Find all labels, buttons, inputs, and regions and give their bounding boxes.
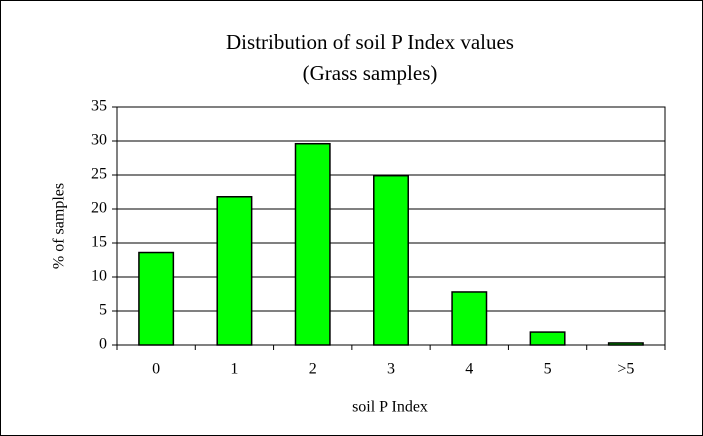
x-tick-label: 1 (230, 361, 238, 378)
y-tick-label: 30 (91, 132, 107, 149)
bar (216, 196, 253, 346)
x-axis-label: soil P Index (352, 399, 428, 416)
x-tick-label: 5 (544, 361, 552, 378)
x-tick-label: 4 (465, 361, 473, 378)
bar (607, 342, 644, 346)
y-axis-label: % of samples (51, 183, 68, 269)
x-tick-label: 0 (152, 361, 160, 378)
bar (138, 251, 175, 346)
bar (529, 331, 566, 346)
y-tick-label: 35 (91, 98, 107, 115)
x-tick-label: 2 (309, 361, 317, 378)
bar (373, 174, 409, 346)
bar (294, 142, 331, 346)
y-tick-label: 20 (91, 200, 107, 217)
y-tick-label: 10 (91, 268, 107, 285)
chart-subtitle: (Grass samples) (303, 61, 438, 85)
chart-title: Distribution of soil P Index values (226, 30, 514, 54)
y-tick-label: 0 (99, 336, 107, 353)
y-tick-label: 15 (91, 234, 107, 251)
x-tick-label: >5 (617, 361, 634, 378)
x-tick-label: 3 (387, 361, 395, 378)
y-tick-label: 5 (99, 302, 107, 319)
y-tick-label: 25 (91, 166, 107, 183)
bar (451, 291, 488, 346)
